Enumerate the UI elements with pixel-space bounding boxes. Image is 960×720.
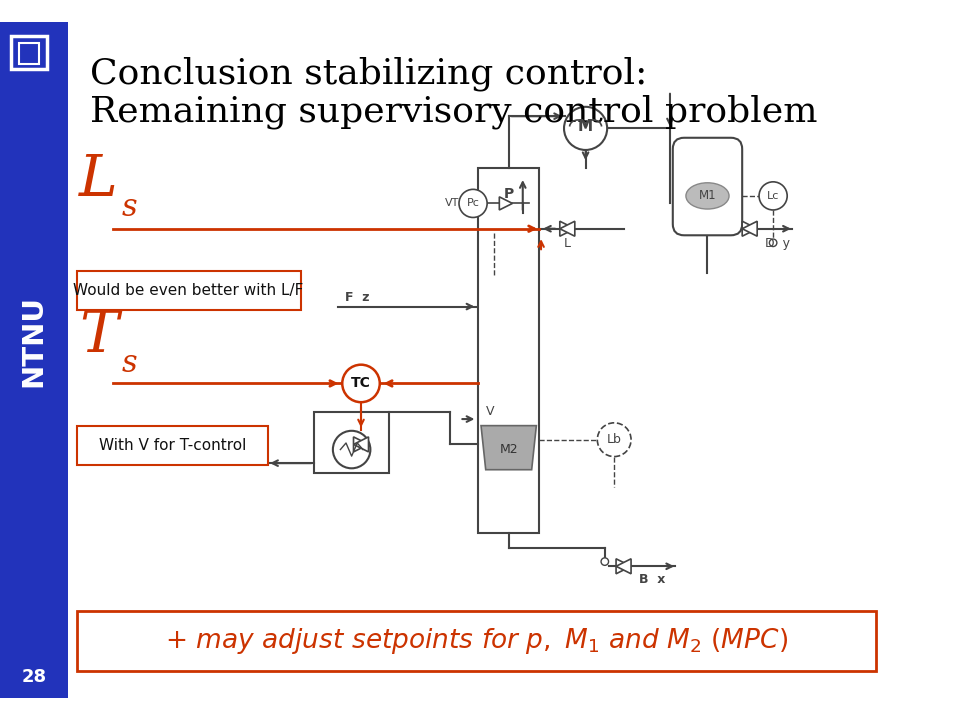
Circle shape (333, 431, 371, 468)
Bar (478, 168, 540, 534)
Bar (12, 37, 47, 69)
Text: M: M (578, 119, 593, 134)
Polygon shape (353, 437, 369, 452)
Text: Lb: Lb (607, 433, 622, 446)
Text: $\mathit{+\ may\ adjust\ setpoints\ for\ p,\ M_1\ and\ M_2\ (MPC)}$: $\mathit{+\ may\ adjust\ setpoints\ for\… (165, 626, 788, 657)
Text: Remaining supervisory control problem: Remaining supervisory control problem (90, 94, 818, 129)
Text: Would be even better with L/F: Would be even better with L/F (73, 283, 303, 298)
Circle shape (564, 107, 607, 150)
Text: Conclusion stabilizing control:: Conclusion stabilizing control: (90, 57, 647, 91)
Text: s: s (122, 192, 137, 223)
Text: NTNU: NTNU (20, 295, 48, 387)
Polygon shape (742, 221, 757, 236)
Text: M2: M2 (499, 443, 518, 456)
Text: L: L (564, 237, 571, 251)
Text: 28: 28 (21, 668, 46, 686)
Text: L: L (79, 152, 117, 208)
Circle shape (769, 239, 777, 246)
FancyBboxPatch shape (673, 138, 742, 235)
Polygon shape (481, 426, 537, 469)
Polygon shape (742, 221, 757, 236)
Text: Pc: Pc (467, 199, 479, 208)
FancyBboxPatch shape (77, 271, 301, 310)
FancyBboxPatch shape (77, 611, 876, 671)
Text: B  x: B x (638, 573, 665, 586)
Circle shape (459, 189, 487, 217)
Circle shape (597, 423, 631, 456)
Polygon shape (560, 221, 575, 236)
Text: With V for T-control: With V for T-control (99, 438, 246, 453)
Text: s: s (122, 348, 137, 379)
Circle shape (343, 365, 380, 402)
Text: T: T (79, 308, 118, 365)
Circle shape (759, 182, 787, 210)
Bar (0, 22, 67, 698)
Text: D  y: D y (765, 237, 790, 251)
Text: M1: M1 (699, 189, 716, 202)
Polygon shape (616, 559, 631, 574)
Text: Lc: Lc (767, 191, 780, 201)
Polygon shape (560, 221, 575, 236)
Ellipse shape (685, 183, 729, 209)
FancyBboxPatch shape (77, 426, 268, 465)
Polygon shape (616, 559, 631, 574)
Polygon shape (353, 437, 369, 452)
Bar (314, 412, 389, 472)
Text: P: P (504, 187, 514, 201)
Text: V: V (486, 405, 494, 418)
Circle shape (601, 558, 609, 565)
Text: TC: TC (351, 377, 371, 390)
Text: F  z: F z (345, 291, 370, 304)
Polygon shape (499, 197, 513, 210)
Text: VT: VT (445, 199, 460, 208)
Bar (19, 43, 39, 63)
